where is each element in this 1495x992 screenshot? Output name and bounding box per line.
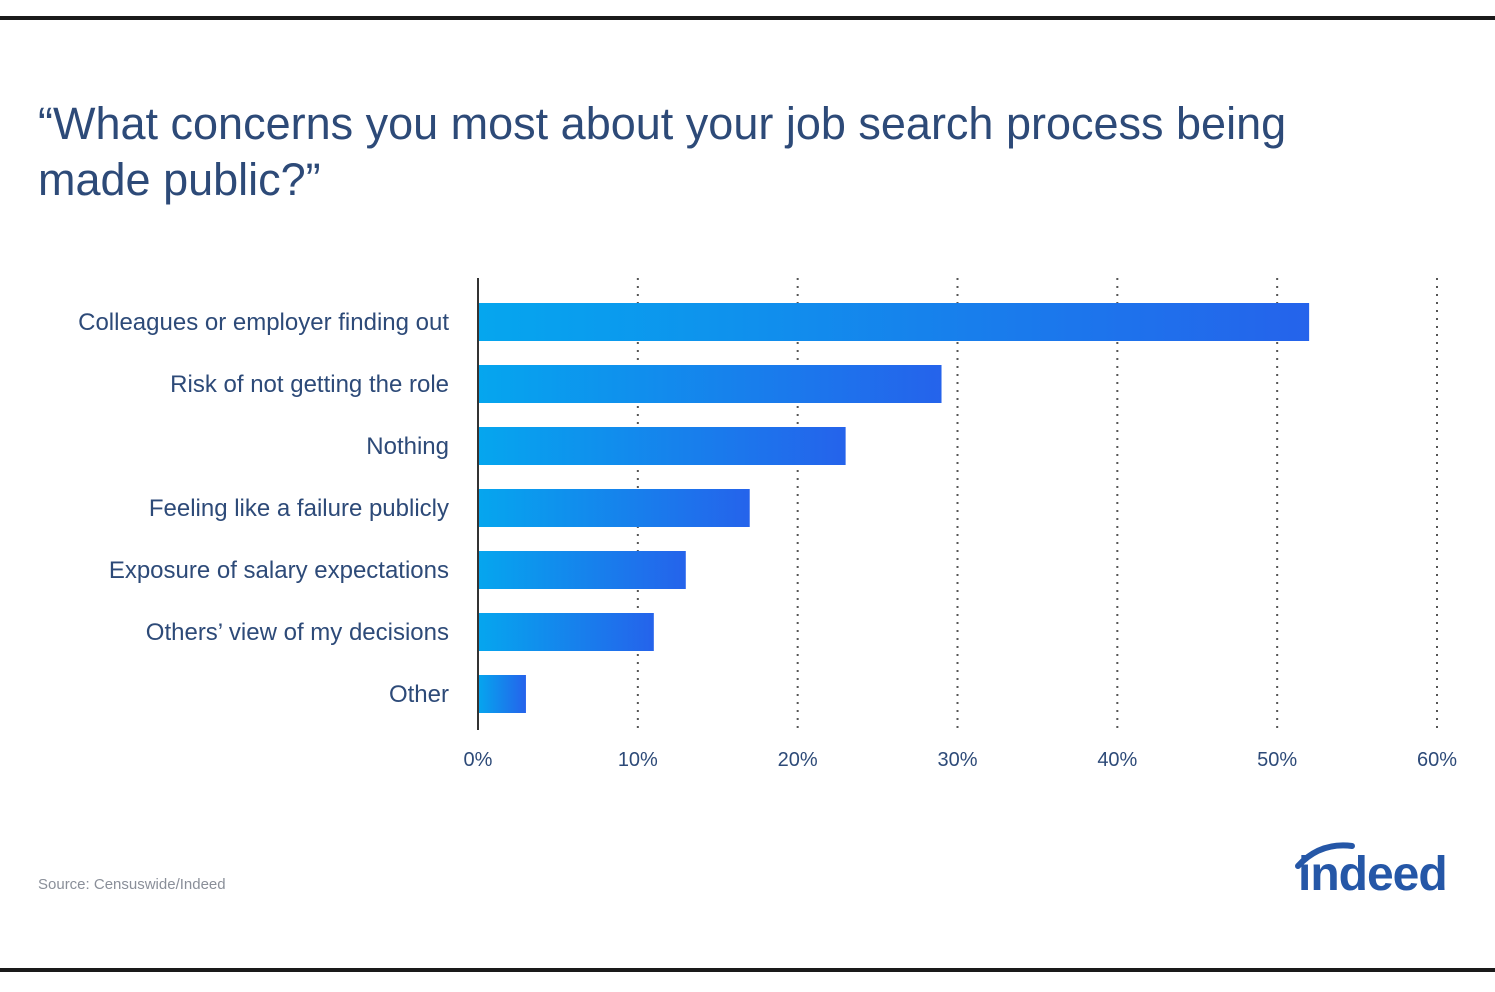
x-tick-label-40: 40% (1097, 749, 1137, 771)
indeed-logo: indeed (1295, 842, 1448, 901)
x-tick-label-50: 50% (1257, 749, 1297, 771)
source-note: Source: Censuswide/Indeed (38, 876, 226, 893)
bar-1 (478, 365, 942, 403)
category-label-4: Exposure of salary expectations (109, 557, 449, 584)
bar-0 (478, 303, 1310, 341)
bar-3 (478, 489, 750, 527)
bar-5 (478, 613, 654, 651)
bars (478, 303, 1310, 713)
category-label-5: Others’ view of my decisions (146, 619, 449, 646)
x-tick-label-0: 0% (464, 749, 493, 771)
top-rule (0, 16, 1495, 20)
category-label-6: Other (389, 681, 449, 708)
category-label-0: Colleagues or employer finding out (78, 309, 449, 336)
category-label-3: Feeling like a failure publicly (149, 495, 449, 522)
category-label-1: Risk of not getting the role (170, 371, 449, 398)
category-label-2: Nothing (366, 433, 449, 460)
x-axis-ticks: 0% 10% 20% 30% 40% 50% 60% (464, 749, 1458, 771)
category-labels: Colleagues or employer finding out Risk o… (78, 309, 449, 708)
bottom-rule (0, 968, 1495, 972)
x-tick-label-10: 10% (618, 749, 658, 771)
bar-4 (478, 551, 686, 589)
x-tick-label-30: 30% (937, 749, 977, 771)
indeed-logo-text: indeed (1298, 848, 1447, 901)
bar-6 (478, 675, 526, 713)
x-tick-label-20: 20% (778, 749, 818, 771)
chart-title: “What concerns you most about your job s… (38, 98, 1287, 205)
gridlines (636, 278, 1438, 730)
x-tick-label-60: 60% (1417, 749, 1457, 771)
bar-2 (478, 427, 846, 465)
